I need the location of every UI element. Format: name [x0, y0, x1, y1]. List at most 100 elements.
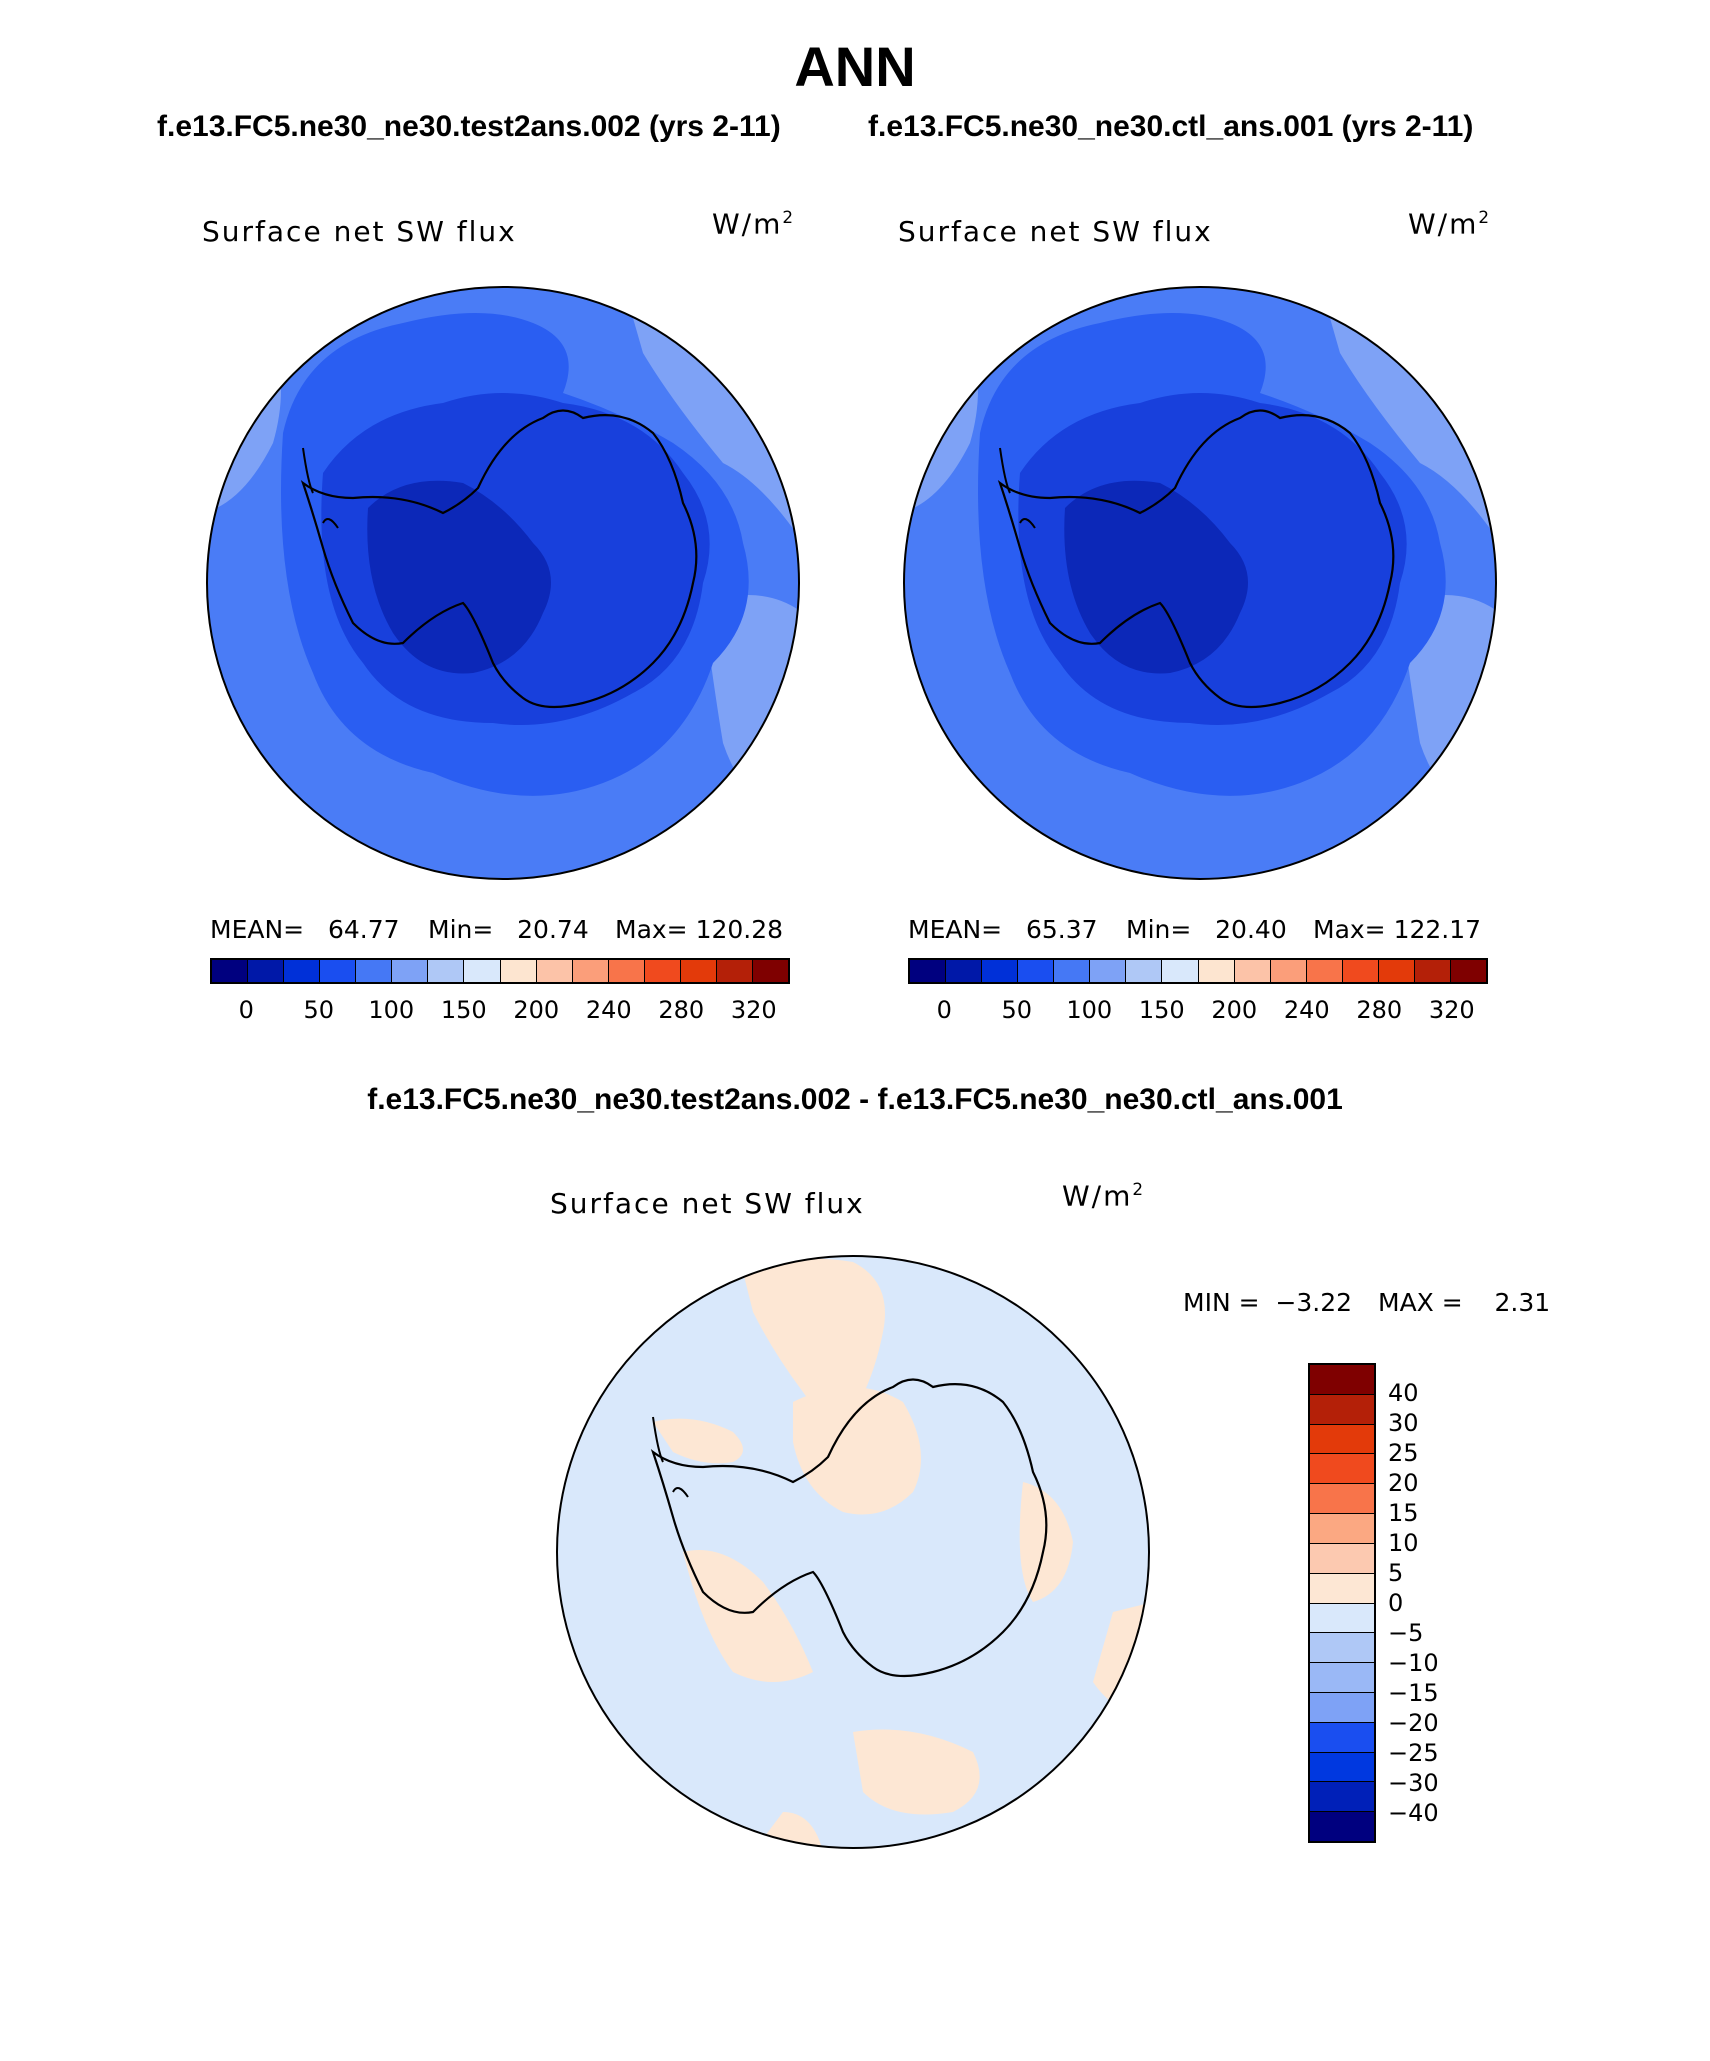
colorbar-tick-label: 30 [1388, 1409, 1419, 1437]
colorbar-tick-label: 0 [936, 996, 952, 1024]
colorbar-tick-label: −25 [1388, 1739, 1439, 1767]
colorbar-swatch [1310, 1365, 1374, 1395]
diff-map-peninsula-outline [652, 1416, 689, 1498]
right-units-label: W/m2 [1408, 207, 1491, 240]
diff-max-stat: MAX = 2.31 [1378, 1288, 1551, 1317]
right-max-stat: Max= 122.17 [1313, 915, 1482, 944]
page-title: ANN [794, 35, 916, 98]
colorbar-tick-label: 100 [368, 996, 415, 1024]
colorbar-swatch [464, 960, 501, 982]
test-case-title: f.e13.FC5.ne30_ne30.test2ans.002 (yrs 2-… [157, 110, 781, 143]
colorbar-tick-label: 0 [1388, 1589, 1404, 1617]
left-map-peninsula-outline [302, 447, 339, 529]
diff-variable-label: Surface net SW flux [550, 1187, 865, 1220]
colorbar-swatch [500, 960, 537, 982]
colorbar-swatch [284, 960, 321, 982]
diff-map-positive-peninsula [653, 1418, 743, 1464]
diff-map-border [556, 1255, 1150, 1849]
colorbar-swatch [946, 960, 983, 982]
colorbar-swatch [644, 960, 681, 982]
colorbar-tick-label: 200 [1211, 996, 1258, 1024]
right-min-stat: Min= 20.40 [1126, 915, 1287, 944]
colorbar-swatch [1198, 960, 1235, 982]
colorbar-tick-label: 5 [1388, 1559, 1404, 1587]
diff-map-positive-east [1019, 1482, 1149, 1722]
colorbar-swatch [1310, 1722, 1374, 1753]
left-units-label: W/m2 [712, 207, 795, 240]
right-polar-map [903, 286, 1497, 880]
right-colorbar [908, 958, 1488, 984]
colorbar-swatch [428, 960, 465, 982]
colorbar-swatch [1018, 960, 1055, 982]
colorbar-tick-label: −30 [1388, 1769, 1439, 1797]
colorbar-tick-label: 240 [585, 996, 632, 1024]
colorbar-tick-label: 280 [1356, 996, 1403, 1024]
right-map-coastline [997, 409, 1395, 709]
colorbar-tick-label: 150 [440, 996, 487, 1024]
colorbar-swatch [1054, 960, 1091, 982]
colorbar-tick-label: 20 [1388, 1469, 1419, 1497]
colorbar-swatch [1126, 960, 1163, 982]
colorbar-swatch [392, 960, 429, 982]
left-map-core-min [367, 480, 551, 674]
left-polar-map [206, 286, 800, 880]
colorbar-swatch [1310, 1543, 1374, 1574]
colorbar-swatch [1234, 960, 1271, 982]
colorbar-swatch [1310, 1633, 1374, 1664]
colorbar-tick-label: 200 [513, 996, 560, 1024]
colorbar-swatch [1414, 960, 1451, 982]
left-variable-label: Surface net SW flux [202, 215, 517, 248]
colorbar-swatch [1450, 960, 1486, 982]
colorbar-tick-label: 25 [1388, 1439, 1419, 1467]
colorbar-tick-label: −20 [1388, 1709, 1439, 1737]
colorbar-swatch [1310, 1603, 1374, 1634]
colorbar-tick-label: −40 [1388, 1799, 1439, 1827]
colorbar-swatch [1310, 1424, 1374, 1455]
left-min-stat: Min= 20.74 [428, 915, 589, 944]
colorbar-swatch [572, 960, 609, 982]
colorbar-swatch [1310, 1812, 1374, 1841]
diff-map-positive-plateau [793, 1387, 921, 1515]
colorbar-swatch [1270, 960, 1307, 982]
colorbar-swatch [1310, 1782, 1374, 1813]
colorbar-tick-label: 150 [1138, 996, 1185, 1024]
control-case-title: f.e13.FC5.ne30_ne30.ctl_ans.001 (yrs 2-1… [868, 110, 1474, 143]
colorbar-tick-label: 280 [658, 996, 705, 1024]
colorbar-tick-label: 240 [1283, 996, 1330, 1024]
right-mean-stat: MEAN= 65.37 [908, 915, 1098, 944]
colorbar-swatch [680, 960, 717, 982]
right-map-peninsula-outline [999, 447, 1036, 529]
colorbar-tick-label: 0 [238, 996, 254, 1024]
left-map-coastline [300, 409, 698, 709]
colorbar-swatch [1310, 1692, 1374, 1723]
colorbar-tick-label: 10 [1388, 1529, 1419, 1557]
diff-map-positive-south [753, 1729, 980, 1848]
colorbar-swatch [212, 960, 249, 982]
colorbar-swatch [1310, 1484, 1374, 1515]
colorbar-swatch [1378, 960, 1415, 982]
diff-units-base: W/m [1062, 1179, 1133, 1213]
colorbar-swatch [320, 960, 357, 982]
diff-map-positive-ross [683, 1550, 813, 1682]
colorbar-tick-label: 320 [730, 996, 777, 1024]
colorbar-tick-label: 50 [303, 996, 335, 1024]
colorbar-tick-label: 15 [1388, 1499, 1419, 1527]
colorbar-swatch [910, 960, 947, 982]
right-map-core-min [1064, 480, 1248, 674]
colorbar-swatch [1310, 1454, 1374, 1485]
colorbar-swatch [356, 960, 393, 982]
left-units-exponent: 2 [782, 207, 796, 227]
colorbar-swatch [1310, 1394, 1374, 1425]
diff-colorbar [1308, 1363, 1376, 1843]
left-map-border [206, 286, 800, 880]
colorbar-swatch [536, 960, 573, 982]
left-mean-stat: MEAN= 64.77 [210, 915, 400, 944]
colorbar-tick-label: −15 [1388, 1679, 1439, 1707]
diff-min-stat: MIN = −3.22 [1183, 1288, 1353, 1317]
diff-units-exponent: 2 [1132, 1179, 1146, 1199]
colorbar-tick-label: −5 [1388, 1619, 1424, 1647]
left-colorbar [210, 958, 790, 984]
diff-map-coastline [650, 1378, 1048, 1678]
colorbar-swatch [1342, 960, 1379, 982]
left-units-base: W/m [712, 207, 783, 241]
